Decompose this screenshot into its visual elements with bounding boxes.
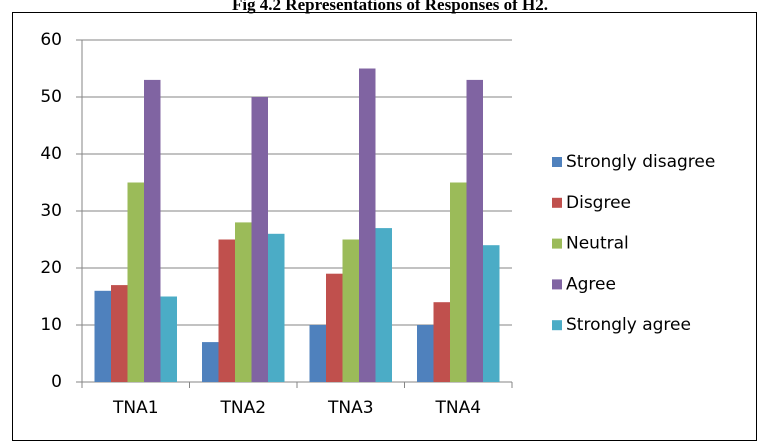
y-tick-label: 50 <box>40 87 62 107</box>
legend-label: Disgree <box>566 193 631 213</box>
legend-swatch <box>552 197 562 208</box>
bar <box>326 273 343 382</box>
bar <box>268 233 285 382</box>
bar <box>94 290 111 382</box>
legend-label: Strongly disagree <box>566 152 715 172</box>
bar <box>466 79 483 383</box>
legend-label: Neutral <box>566 234 629 254</box>
y-tick-label: 60 <box>40 30 62 50</box>
y-tick-label: 40 <box>40 144 62 164</box>
x-tick-label: TNA4 <box>434 398 481 418</box>
x-tick-label: TNA1 <box>112 398 159 418</box>
legend-label: Strongly agree <box>566 315 691 335</box>
legend-swatch <box>552 238 562 249</box>
bar <box>160 296 177 382</box>
x-tick-label: TNA2 <box>219 398 266 418</box>
bar <box>218 239 235 382</box>
bar <box>127 182 144 382</box>
bar <box>309 325 326 382</box>
legend-label: Agree <box>566 274 616 294</box>
bar <box>144 79 161 383</box>
bar <box>417 325 434 382</box>
bar <box>111 285 128 382</box>
y-tick-label: 0 <box>51 372 62 392</box>
chart-title: Fig 4.2 Representations of Responses of … <box>232 0 548 14</box>
y-tick-label: 30 <box>40 201 62 221</box>
y-tick-label: 10 <box>40 315 62 335</box>
bar <box>251 97 268 382</box>
bar <box>483 245 500 382</box>
legend-swatch <box>552 320 562 331</box>
legend-swatch <box>552 157 562 167</box>
bar <box>375 228 392 382</box>
bar <box>342 239 359 382</box>
bar <box>450 182 467 382</box>
legend-swatch <box>552 279 562 290</box>
bar <box>202 342 219 382</box>
bar <box>235 222 252 382</box>
y-tick-label: 20 <box>40 258 62 278</box>
bar <box>433 302 450 382</box>
x-tick-label: TNA3 <box>327 398 374 418</box>
bar <box>359 68 376 382</box>
